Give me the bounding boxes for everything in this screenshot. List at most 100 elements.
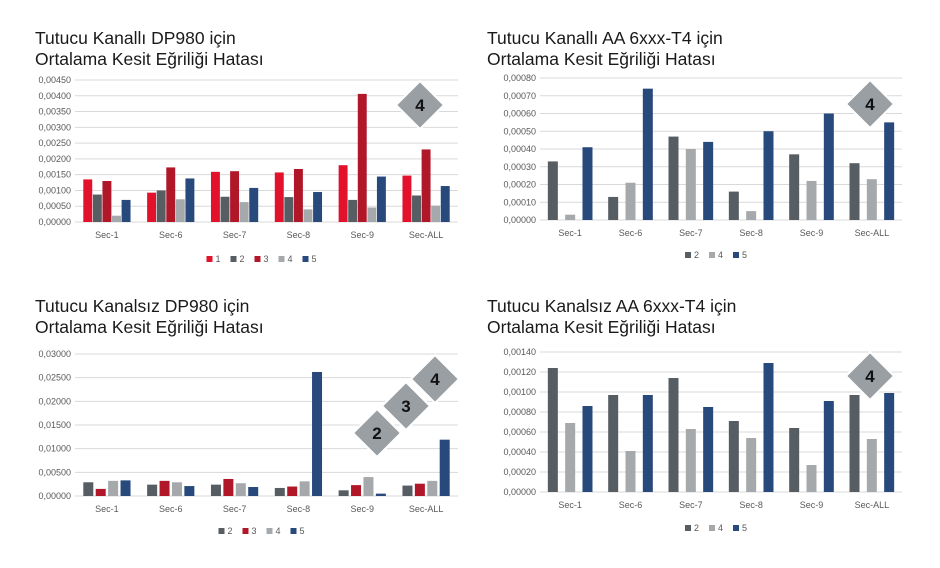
bar-5-sec-7 [703,407,714,492]
y-tick-label: 0,00000 [503,215,536,225]
legend-swatch [278,256,285,262]
x-tick-label: Sec-8 [287,230,311,240]
y-tick-label: 0,00500 [38,467,71,477]
legend-label: 2 [694,250,699,260]
bar-5-sec-6 [642,395,653,492]
bar-3-sec-9 [351,485,362,496]
chart-title: Tutucu Kanalsız AA 6xxx-T4 için Ortalama… [487,296,736,338]
legend-label: 5 [300,526,305,536]
x-tick-label: Sec-8 [287,504,311,514]
bar-2-sec-7 [220,196,230,222]
bar-4-sec-1 [108,480,119,496]
bar-5-sec-7 [248,487,259,496]
bar-5-sec-1 [121,199,131,222]
bar-4-sec-8 [746,438,757,492]
bar-3-sec-8 [287,486,298,496]
y-tick-label: 0,00100 [38,185,71,195]
x-tick-label: Sec-6 [619,228,643,238]
legend-swatch [685,252,691,258]
bar-4-sec-all [427,480,438,496]
y-tick-label: 0,00000 [503,487,536,497]
badge-diamond [844,350,896,402]
bar-4-sec-1 [112,215,121,222]
badge-label: 4 [430,370,440,389]
chart-title-line-1: Tutucu Kanallı DP980 için [35,28,236,48]
bar-2-sec-9 [789,154,800,220]
bar-3-sec-1 [102,180,112,222]
y-tick-label: 0,02000 [38,396,71,406]
bar-2-sec-9 [789,428,800,492]
bar-chart: 0,00000 0,00020 0,00040 0,00060 0,00080 0,001… [503,347,902,533]
badge-label: 4 [865,95,875,114]
x-tick-label: Sec-ALL [409,504,444,514]
legend-swatch [733,525,739,531]
bar-chart: 0,00000 0,00050 0,00100 0,00150 0,00200 0,002… [38,75,458,264]
bar-5-sec-1 [582,406,593,492]
bar-2-sec-6 [608,196,619,220]
bar-5-sec-7 [703,141,714,220]
badge-label: 2 [372,424,381,443]
bar-5-sec-9 [823,113,834,220]
x-tick-label: Sec-9 [800,228,824,238]
y-tick-label: 0,00020 [503,180,536,190]
badge-label: 4 [415,96,425,115]
chart-title-line-2: Ortalama Kesit Eğriliği Hatası [35,49,264,69]
y-tick-label: 0,00150 [38,170,71,180]
bar-4-sec-all [866,179,877,220]
legend-swatch [254,256,261,262]
y-tick-label: 0,00100 [503,387,536,397]
bar-4-sec-1 [565,423,576,492]
bar-4-sec-9 [363,477,374,496]
y-tick-label: 0,00080 [503,407,536,417]
bar-4-sec-8 [746,211,757,220]
y-tick-label: 0,00400 [38,91,71,101]
legend-label: 3 [264,254,269,264]
bar-4-sec-7 [239,202,249,222]
bar-1-sec-6 [147,192,157,222]
legend-swatch [709,252,715,258]
bar-4-sec-9 [806,465,817,492]
bar-5-sec-all [884,122,895,220]
chart-title-line-2: Ortalama Kesit Eğriliği Hatası [35,317,264,337]
legend-label: 2 [694,523,699,533]
chart-panel-bottom-left: Tutucu Kanalsız DP980 için Ortalama Kesi… [0,284,470,568]
bar-4-sec-8 [303,209,313,222]
bar-1-sec-9 [338,165,348,222]
bar-2-sec-8 [284,197,294,222]
chart-panel-top-right: Tutucu Kanallı AA 6xxx-T4 için Ortalama … [470,0,940,284]
chart-title: Tutucu Kanallı AA 6xxx-T4 için Ortalama … [487,28,723,70]
bar-3-sec-8 [293,168,303,222]
y-tick-label: 0,00080 [503,73,536,83]
y-tick-label: 0,00120 [503,367,536,377]
y-tick-label: 0,01000 [38,444,71,454]
x-tick-label: Sec-7 [223,504,247,514]
badge-label: 3 [401,397,410,416]
bar-3-sec-all [421,149,431,222]
bar-chart: 0,00000 0,00500 0,01000 0,01500 0,02000 0,025… [38,349,461,536]
bar-2-sec-8 [728,191,739,220]
bar-1-sec-all [402,175,412,222]
bar-4-sec-1 [565,214,576,220]
y-tick-label: 0,00040 [503,447,536,457]
bar-4-sec-7 [685,149,696,220]
chart-title-line-1: Tutucu Kanalsız DP980 için [35,296,250,316]
badge-diamond [394,79,446,131]
y-tick-label: 0,00450 [38,75,71,85]
bar-2-sec-1 [547,368,558,492]
legend-swatch [709,525,715,531]
x-tick-label: Sec-9 [800,500,824,510]
bar-5-sec-7 [249,187,259,222]
bar-5-sec-9 [823,401,834,492]
legend-label: 4 [718,523,723,533]
bar-5-sec-9 [376,176,386,222]
x-tick-label: Sec-7 [679,500,703,510]
chart-title-line-1: Tutucu Kanalsız AA 6xxx-T4 için [487,296,737,316]
bar-2-sec-8 [728,421,739,492]
badge-diamond [844,78,896,130]
bar-4-sec-9 [367,207,377,222]
y-tick-label: 0,00140 [503,347,536,357]
x-tick-label: Sec-1 [95,230,119,240]
x-tick-label: Sec-6 [159,504,183,514]
legend-label: 5 [742,523,747,533]
bar-4-sec-9 [806,180,817,220]
